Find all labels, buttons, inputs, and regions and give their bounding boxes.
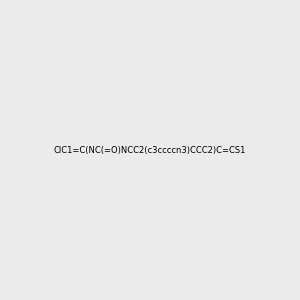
Text: ClC1=C(NC(=O)NCC2(c3ccccn3)CCC2)C=CS1: ClC1=C(NC(=O)NCC2(c3ccccn3)CCC2)C=CS1: [54, 146, 246, 154]
